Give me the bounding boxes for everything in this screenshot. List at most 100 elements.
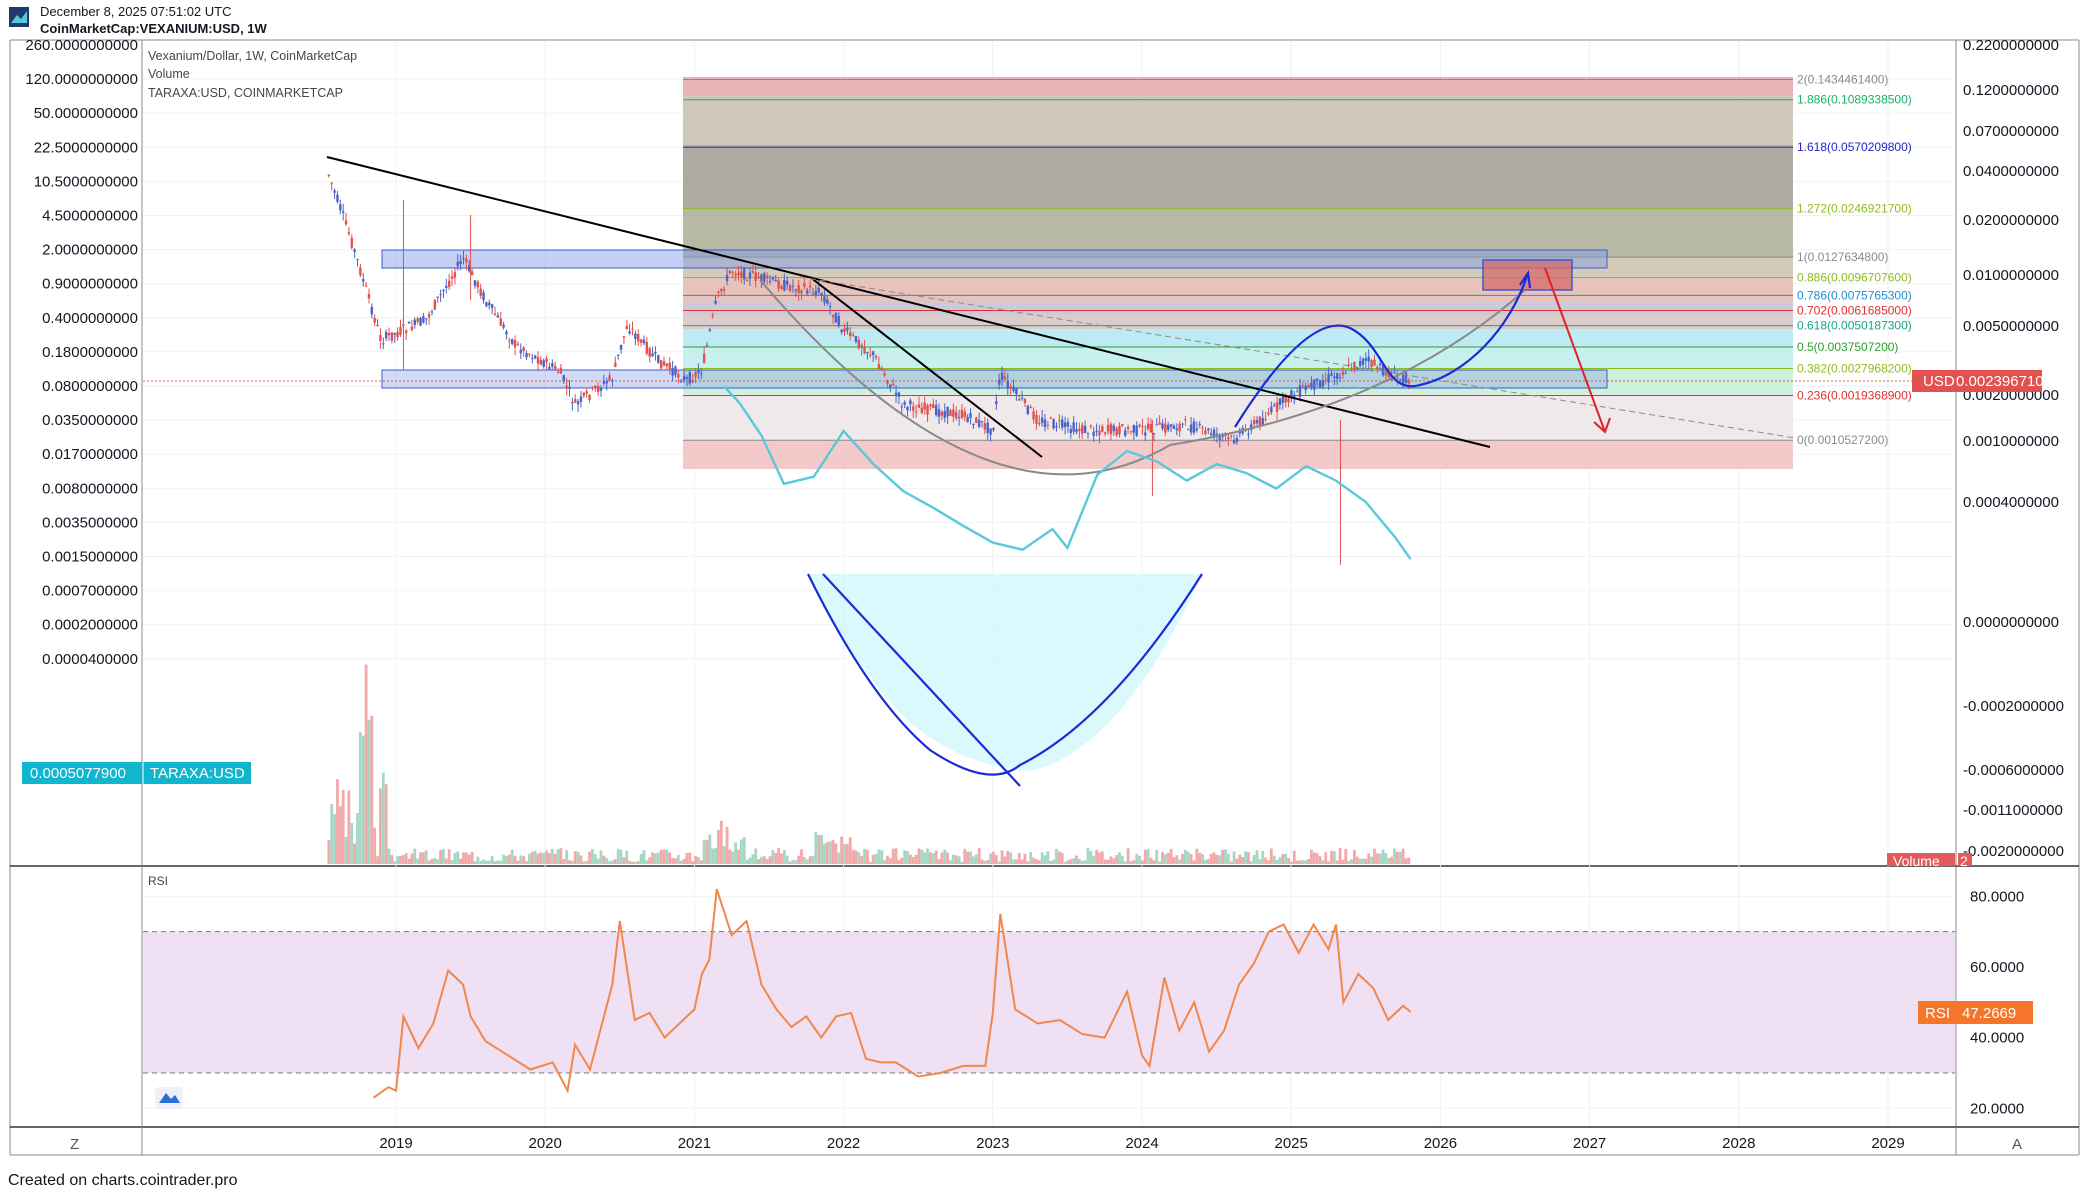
volume-bar <box>1023 853 1027 864</box>
volume-bar <box>1209 853 1213 864</box>
candle-body <box>525 353 528 358</box>
volume-bar <box>1255 850 1259 864</box>
candle-body <box>488 302 491 306</box>
right-tick-label: 0.2200000000 <box>1963 37 2059 54</box>
candle-body <box>364 285 368 287</box>
volume-bar <box>868 861 872 864</box>
candle-body <box>1301 385 1305 387</box>
candle-body <box>1307 384 1310 387</box>
candle-body <box>975 417 978 423</box>
candle-body <box>897 392 901 397</box>
volume-bar <box>628 860 632 864</box>
candle-body <box>891 383 895 386</box>
volume-bar <box>1029 852 1033 864</box>
candle-body <box>594 385 597 389</box>
left-tick-label: 0.0035000000 <box>42 514 138 531</box>
volume-bar <box>1080 860 1084 864</box>
fib-label: 0.382(0.0027968200) <box>1797 362 1912 376</box>
candle-body <box>1095 430 1098 432</box>
support-zone-box[interactable] <box>381 369 1608 389</box>
a-button[interactable]: A <box>2012 1136 2023 1153</box>
fib-label: 2(0.1434461400) <box>1797 73 1888 87</box>
left-tick-label: 0.0015000000 <box>42 549 138 566</box>
taraxa-downtrend-line <box>822 573 1021 787</box>
volume-bar <box>358 732 362 864</box>
candle-body <box>591 387 594 389</box>
volume-bar <box>1126 848 1130 864</box>
taraxa-badge-value: 0.0005077900 <box>30 765 126 782</box>
candle-body <box>470 271 474 276</box>
volume-badge-value: 2 <box>1960 853 1968 869</box>
candle-body <box>786 280 789 285</box>
volume-bar <box>522 856 526 864</box>
volume-bar <box>1232 851 1236 864</box>
volume-bar <box>811 855 815 864</box>
volume-bar <box>393 861 397 864</box>
right-price-axis[interactable]: 0.2200000000 0.1200000000 0.0700000000 0.04… <box>1963 37 2064 860</box>
volume-bar <box>1261 850 1265 864</box>
candle-body <box>1155 424 1158 426</box>
volume-bar <box>1315 853 1319 864</box>
candle-body <box>1290 390 1293 397</box>
candle-body <box>588 394 591 400</box>
candle-body <box>453 272 457 278</box>
candle-body <box>1086 432 1090 434</box>
candle-body <box>548 366 551 370</box>
candle-body <box>399 326 402 335</box>
volume-bar <box>823 843 826 864</box>
candle-body <box>851 334 855 336</box>
candle-body <box>645 342 649 354</box>
downtrend-line[interactable] <box>326 156 1491 448</box>
volume-bar <box>946 852 950 864</box>
volume-bar <box>548 853 551 864</box>
candle-body <box>419 318 422 326</box>
volume-bar <box>1407 857 1411 864</box>
volume-bar <box>419 852 422 864</box>
volume-bar <box>1344 848 1348 864</box>
volume-bar <box>711 848 715 864</box>
candle-body <box>1149 423 1153 433</box>
volume-bar <box>820 834 823 864</box>
fib-zones <box>683 77 1793 469</box>
taraxa-badge: 0.0005077900 TARAXA:USD <box>22 762 251 784</box>
volume-bar <box>854 850 858 864</box>
candle-body <box>1358 360 1362 366</box>
volume-bar <box>373 827 377 864</box>
candle-body <box>468 265 471 272</box>
candle-body <box>1009 386 1012 388</box>
candle-body <box>642 339 646 344</box>
candle-body <box>433 299 437 310</box>
candle-body <box>1135 425 1138 436</box>
candle-body <box>1040 417 1044 423</box>
volume-bar <box>542 852 546 864</box>
candle-body <box>1020 397 1024 399</box>
volume-bar <box>404 853 408 864</box>
volume-bar <box>616 848 620 864</box>
right-tick-label: 0.0200000000 <box>1963 212 2059 229</box>
steep-trendline[interactable] <box>809 276 1043 458</box>
left-price-axis[interactable]: 260.0000000000 120.0000000000 50.000000000… <box>25 37 138 668</box>
rsi-axis[interactable]: 80.0000 60.0000 40.0000 20.0000 <box>1970 888 2024 1117</box>
footer-credit: Created on charts.cointrader.pro <box>8 1172 238 1189</box>
candle-body <box>1124 430 1127 436</box>
resistance-zone-box[interactable] <box>381 249 1608 269</box>
candle-body <box>757 277 760 279</box>
rounded-bottom-curve <box>759 279 1526 476</box>
time-axis[interactable]: 2019 2020 2021 2022 2023 2024 2025 2026 2027 2028… <box>379 1135 1904 1152</box>
candle-body <box>373 317 376 323</box>
candle-body <box>1338 377 1342 379</box>
z-button[interactable]: Z <box>70 1136 80 1153</box>
fib-label: 0.236(0.0019368900) <box>1797 388 1912 402</box>
candle-body <box>1098 430 1101 436</box>
candle-body <box>1232 440 1236 444</box>
pane-logo-icon[interactable] <box>155 1087 183 1109</box>
volume-bar <box>1321 860 1325 864</box>
volume-bar <box>1390 856 1394 864</box>
candle-body <box>599 388 603 391</box>
volume-bar <box>344 836 348 864</box>
volume-bar <box>671 858 675 864</box>
candle-body <box>883 373 886 376</box>
candle-body <box>1201 427 1204 429</box>
candle-body <box>1152 432 1156 435</box>
